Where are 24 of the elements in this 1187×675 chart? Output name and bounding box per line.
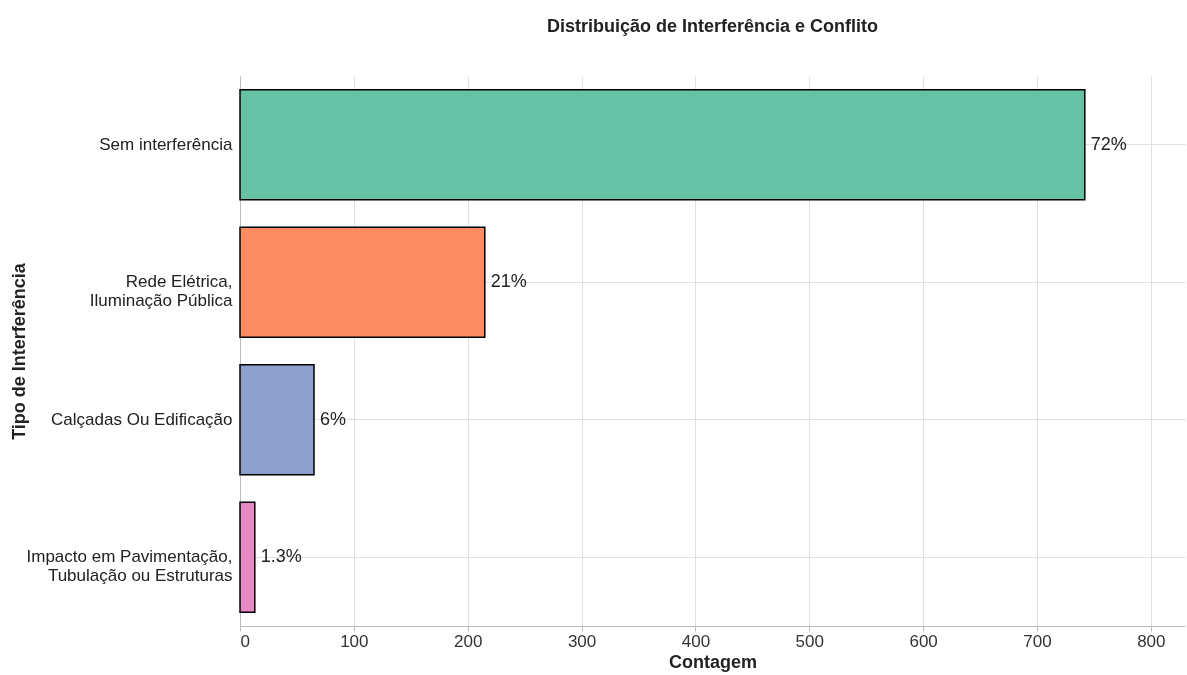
x-tick-label: 600: [909, 631, 938, 651]
y-axis-title: Tipo de Interferência: [8, 262, 29, 440]
chart-title: Distribuição de Interferência e Conflito: [546, 16, 879, 36]
bar: [239, 364, 315, 476]
x-axis-title: Contagem: [668, 651, 758, 672]
y-tick-label: Impacto em Pavimentação, Tubulação ou Estruturas: [26, 547, 233, 586]
x-tick-label: 0: [240, 631, 250, 651]
y-tick-label: Rede Elétrica, Iluminação Pública: [89, 272, 234, 311]
annotation: 72%: [1090, 133, 1127, 154]
x-tick-label: 400: [681, 631, 711, 651]
annotation: 6%: [320, 408, 347, 429]
annotation: 1.3%: [260, 546, 302, 567]
y-tick-label: Sem interferência: [99, 134, 234, 154]
annotation: 21%: [490, 271, 527, 292]
bar: [239, 89, 1086, 201]
y-tick-label: Calçadas Ou Edificação: [51, 409, 233, 429]
x-tick-label: 300: [567, 631, 597, 651]
x-tick-label: 700: [1023, 631, 1052, 651]
bar: [239, 226, 486, 338]
x-tick-label: 800: [1137, 631, 1166, 651]
x-tick-label: 500: [795, 631, 824, 651]
x-tick-label: 100: [340, 631, 369, 651]
x-tick-label: 200: [454, 631, 483, 651]
bar: [239, 501, 256, 613]
